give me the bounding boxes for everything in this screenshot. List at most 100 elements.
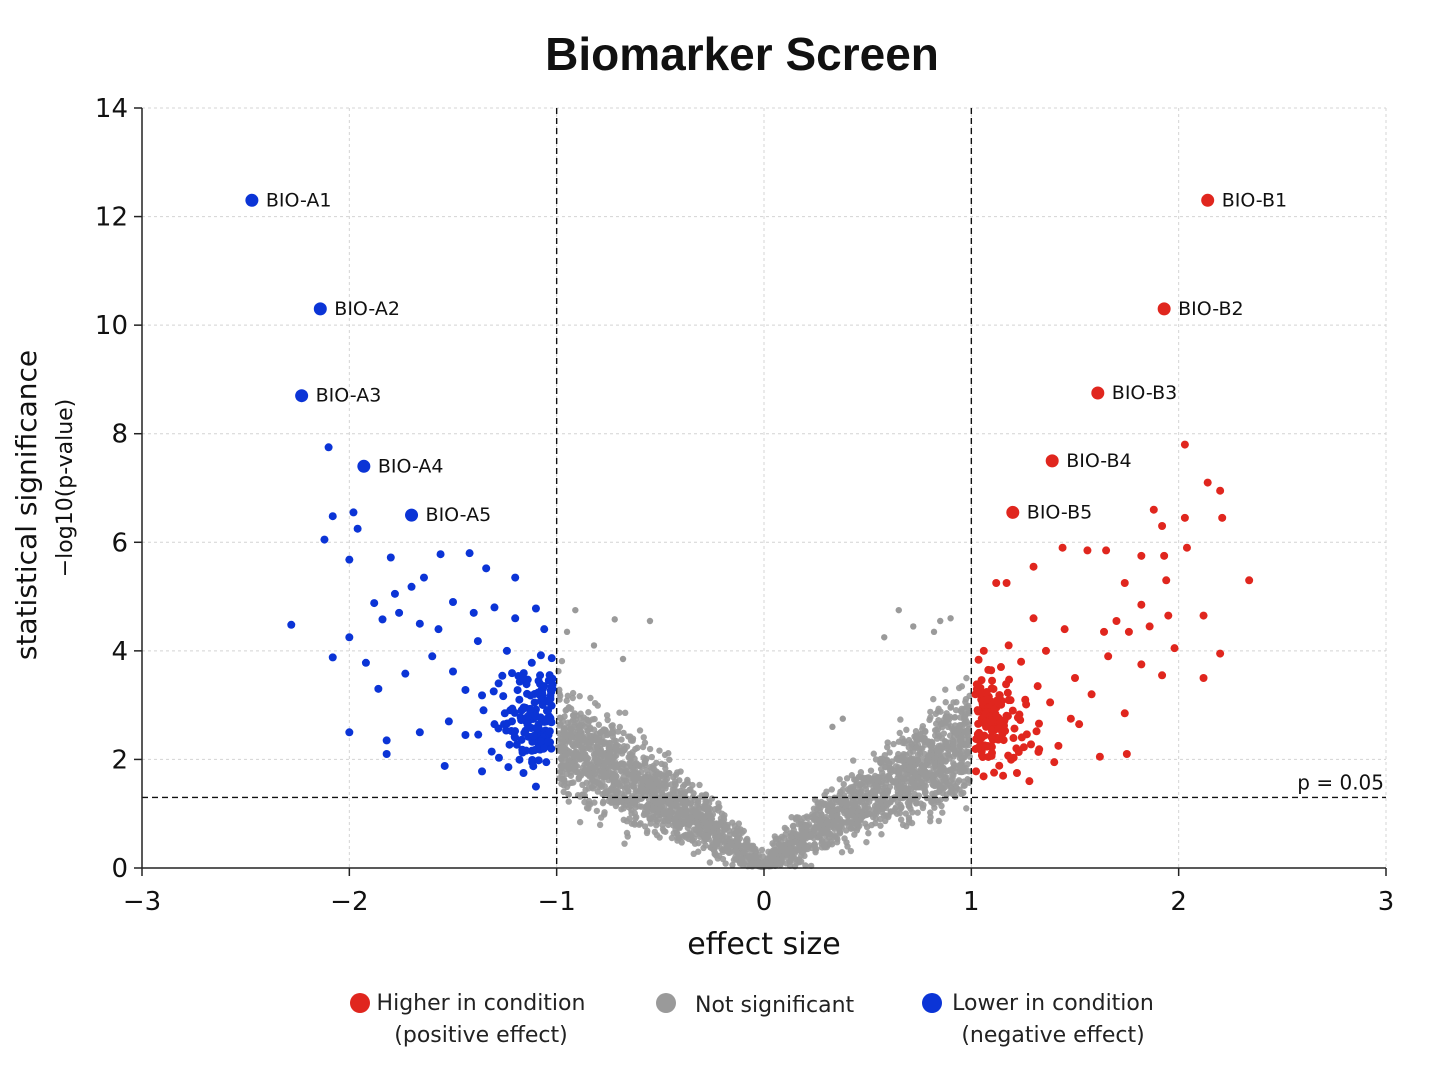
point-not-significant xyxy=(704,811,711,819)
point-positive xyxy=(1041,646,1050,655)
point-not-significant xyxy=(556,722,563,729)
point-not-significant xyxy=(965,733,972,741)
point-not-significant xyxy=(570,712,577,720)
point-not-significant xyxy=(836,791,843,799)
point-not-significant xyxy=(897,816,905,823)
point-not-significant xyxy=(576,818,584,826)
point-label: BIO-A4 xyxy=(378,455,444,477)
point-not-significant xyxy=(605,797,612,805)
point-not-significant xyxy=(620,805,627,812)
point-negative xyxy=(507,717,516,726)
point-negative xyxy=(345,555,354,564)
point-negative xyxy=(534,756,543,765)
point-negative xyxy=(536,651,545,660)
point-not-significant xyxy=(871,802,879,810)
point-positive xyxy=(1120,579,1129,587)
point-not-significant xyxy=(823,826,830,833)
point-positive xyxy=(1032,727,1041,736)
point-positive xyxy=(1180,513,1189,522)
point-not-significant xyxy=(558,657,566,665)
point-not-significant xyxy=(604,716,611,724)
point-not-significant xyxy=(620,761,627,768)
point-labels: BIO-A1 BIO-A2 BIO-A3 BIO-A4 BIO-A5 BIO-B1 BIO-… xyxy=(245,189,1287,526)
point-not-significant xyxy=(563,762,570,769)
point-positive xyxy=(1005,675,1014,684)
point-not-significant xyxy=(901,776,908,783)
point-not-significant xyxy=(600,726,608,733)
point-not-significant xyxy=(942,795,950,802)
point-positive xyxy=(999,771,1008,780)
point-not-significant xyxy=(682,788,689,796)
labeled-point xyxy=(1091,386,1105,400)
point-negative xyxy=(502,646,511,655)
point-not-significant xyxy=(793,831,801,839)
point-positive xyxy=(1145,622,1154,631)
point-negative xyxy=(498,671,507,680)
point-not-significant xyxy=(828,786,835,793)
point-not-significant xyxy=(620,742,628,750)
point-positive xyxy=(1035,745,1044,754)
point-positive xyxy=(1137,551,1146,560)
point-positive xyxy=(972,767,981,776)
point-positive xyxy=(1001,726,1010,735)
x-tick-label: −3 xyxy=(123,887,161,917)
y-tick-label: 14 xyxy=(95,94,128,124)
point-not-significant xyxy=(930,628,938,636)
point-positive xyxy=(1112,617,1121,625)
point-negative xyxy=(320,535,329,544)
point-not-significant xyxy=(881,634,888,641)
point-not-significant xyxy=(840,780,847,788)
point-not-significant xyxy=(938,763,945,770)
point-negative xyxy=(465,549,474,558)
point-negative xyxy=(407,582,416,591)
point-positive xyxy=(1216,649,1225,658)
point-not-significant xyxy=(862,820,869,827)
point-not-significant xyxy=(783,826,790,833)
point-positive xyxy=(1029,614,1038,623)
point-negative xyxy=(510,732,519,741)
point-not-significant xyxy=(640,734,647,741)
point-not-significant xyxy=(611,616,618,623)
point-not-significant xyxy=(859,811,866,818)
point-negative xyxy=(349,508,358,517)
point-positive xyxy=(1071,674,1079,682)
point-positive xyxy=(1017,733,1026,742)
point-positive xyxy=(974,719,983,728)
labeled-point xyxy=(1157,302,1171,316)
point-not-significant xyxy=(910,623,917,630)
point-not-significant xyxy=(940,777,948,784)
point-negative xyxy=(547,654,556,663)
point-negative xyxy=(519,769,528,777)
point-not-significant xyxy=(648,768,656,775)
point-not-significant xyxy=(879,805,886,813)
point-not-significant xyxy=(703,819,710,827)
point-positive xyxy=(1245,576,1254,585)
point-not-significant xyxy=(684,776,691,784)
point-negative xyxy=(479,706,488,715)
point-not-significant xyxy=(950,759,957,767)
point-not-significant xyxy=(793,859,800,867)
point-not-significant xyxy=(844,786,852,793)
point-not-significant xyxy=(618,798,625,805)
point-label: BIO-A5 xyxy=(426,504,492,526)
point-negative xyxy=(520,728,529,737)
point-not-significant xyxy=(587,694,594,702)
point-not-significant xyxy=(811,841,818,848)
point-not-significant xyxy=(882,812,889,819)
point-not-significant xyxy=(951,714,959,721)
point-positive xyxy=(984,665,993,674)
point-not-significant xyxy=(962,696,970,703)
point-negative xyxy=(539,744,548,753)
point-not-significant xyxy=(947,615,954,622)
point-not-significant xyxy=(673,829,680,836)
point-not-significant xyxy=(576,693,583,700)
point-negative xyxy=(547,744,556,753)
point-not-significant xyxy=(920,801,927,809)
point-not-significant xyxy=(839,715,846,722)
point-not-significant xyxy=(727,839,735,846)
point-not-significant xyxy=(843,775,851,782)
point-not-significant xyxy=(818,811,825,818)
point-not-significant xyxy=(861,802,868,810)
point-not-significant xyxy=(901,738,908,745)
point-not-significant xyxy=(810,834,818,842)
